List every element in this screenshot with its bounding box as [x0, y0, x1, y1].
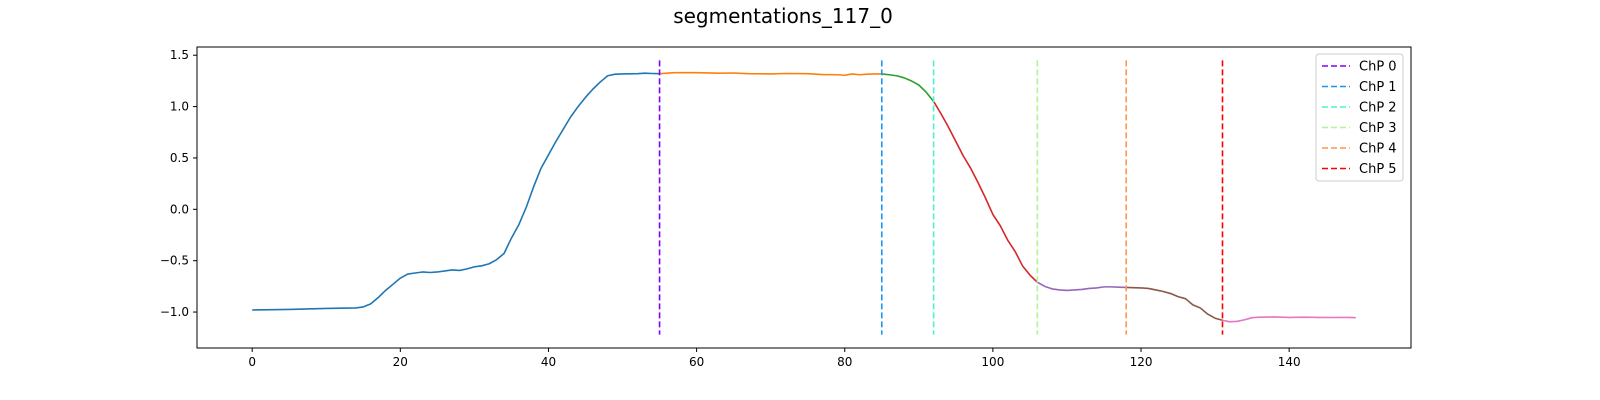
- y-axis: −1.0 −0.5 0.0 0.5 1.0 1.5: [160, 48, 197, 319]
- x-tick-label: 100: [981, 355, 1004, 369]
- legend-label-1: ChP 1: [1359, 80, 1397, 95]
- x-tick-label: 60: [689, 355, 704, 369]
- legend: ChP 0 ChP 1 ChP 2 ChP 3 ChP 4 ChP 5: [1315, 53, 1404, 182]
- legend-label-4: ChP 4: [1359, 142, 1397, 157]
- series-segment-0: [252, 72, 660, 311]
- series-segment-1: [659, 71, 882, 77]
- y-tick-label: −1.0: [160, 305, 189, 319]
- legend-label-3: ChP 3: [1359, 121, 1397, 136]
- x-tick-label: 0: [248, 355, 256, 369]
- x-axis: 0 20 40 60 80 100 120 140: [248, 348, 1301, 369]
- series-layer: [252, 71, 1356, 323]
- x-tick-label: 20: [393, 355, 408, 369]
- series-segment-3: [932, 101, 1038, 283]
- series-segment-4: [1036, 281, 1127, 292]
- series-segment-5: [1126, 286, 1223, 322]
- y-tick-label: 1.0: [170, 100, 189, 114]
- series-segment-6: [1222, 316, 1356, 323]
- y-tick-label: 0.5: [170, 151, 189, 165]
- legend-label-2: ChP 2: [1359, 101, 1397, 116]
- legend-box: [1315, 53, 1404, 182]
- series-segment-2: [881, 73, 935, 102]
- x-tick-label: 120: [1130, 355, 1153, 369]
- chart-title: segmentations_117_0: [673, 4, 893, 28]
- changepoint-layer: [658, 60, 1224, 335]
- x-tick-label: 140: [1278, 355, 1301, 369]
- y-tick-label: 1.5: [170, 48, 189, 62]
- x-tick-label: 40: [541, 355, 556, 369]
- plot-area-frame: [196, 46, 1412, 349]
- y-tick-label: 0.0: [170, 202, 189, 216]
- legend-label-5: ChP 5: [1359, 162, 1397, 177]
- y-tick-label: −0.5: [160, 254, 189, 268]
- x-tick-label: 80: [837, 355, 852, 369]
- legend-label-0: ChP 0: [1359, 60, 1397, 75]
